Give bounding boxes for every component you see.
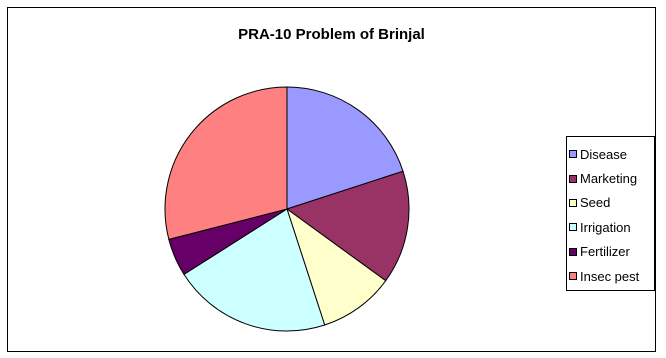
chart-title: PRA-10 Problem of Brinjal: [238, 26, 425, 43]
legend: Disease Marketing Seed Irrigation Fertilizer…: [566, 136, 655, 291]
legend-label: Irrigation: [580, 219, 631, 235]
pie-slice-disease: [286, 86, 404, 210]
chart-area: PRA-10 Problem of Brinjal Disease Marketi…: [7, 7, 656, 352]
legend-swatch: [569, 272, 577, 281]
legend-label: Fertilizer: [580, 244, 630, 260]
legend-item-irrigation: Irrigation: [569, 215, 654, 239]
legend-label: Marketing: [580, 171, 638, 187]
legend-item-seed: Seed: [569, 191, 654, 215]
legend-item-fertilizer: Fertilizer: [569, 240, 654, 264]
legend-item-disease: Disease: [569, 142, 654, 166]
legend-swatch: [569, 198, 577, 207]
legend-label: Disease: [580, 146, 627, 162]
pie-slice-insec-pest: [164, 86, 288, 240]
legend-label: Insec pest: [580, 268, 640, 284]
legend-swatch: [569, 150, 577, 159]
legend-item-marketing: Marketing: [569, 166, 654, 190]
legend-item-insec-pest: Insec pest: [569, 264, 654, 288]
pie-slice-seed: [286, 207, 387, 326]
pie-chart: [164, 86, 410, 332]
legend-label: Seed: [580, 195, 611, 211]
pie-slice-irrigation: [183, 208, 326, 332]
legend-swatch: [569, 174, 577, 183]
legend-swatch: [569, 223, 577, 232]
pie-slice-marketing: [285, 170, 410, 282]
legend-swatch: [569, 247, 577, 256]
